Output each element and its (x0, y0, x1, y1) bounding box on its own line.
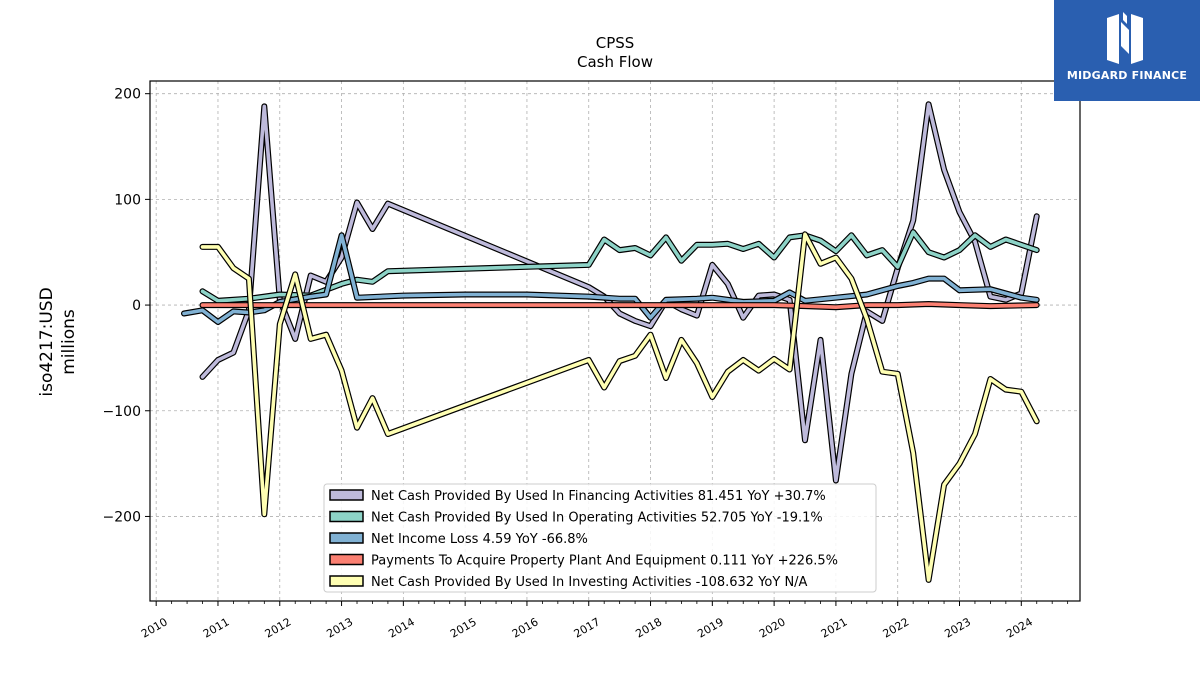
legend-swatch (329, 532, 364, 544)
legend-box (323, 483, 877, 593)
legend-swatch (329, 553, 364, 566)
legend-label: Net Income Loss 4.59 YoY -66.8% (371, 532, 588, 547)
legend-label: Net Cash Provided By Used In Operating A… (371, 511, 823, 526)
y-tick-label: −200 (103, 509, 141, 525)
x-tick-label: 2018 (633, 615, 664, 640)
chart-title: CPSS (596, 34, 635, 52)
legend-swatch (329, 510, 364, 523)
x-tick-label: 2017 (572, 615, 603, 640)
y-tick-label: 0 (132, 298, 141, 314)
x-tick-label: 2015 (448, 615, 479, 640)
brand-mark-icon (1107, 12, 1143, 64)
x-tick-label: 2019 (695, 615, 726, 640)
series-line (199, 301, 1040, 311)
series-lines (181, 101, 1040, 583)
y-tick-label: −100 (103, 404, 141, 420)
x-tick-label: 2010 (139, 615, 170, 640)
legend-swatch (329, 489, 364, 501)
y-axis-label: iso4217:USD (37, 287, 57, 396)
series-line-stroke (200, 102, 1039, 483)
series-line-stroke (200, 232, 1039, 582)
y-axis-label-units: millions (59, 309, 79, 375)
x-tick-label: 2011 (201, 615, 232, 640)
chart-subtitle: Cash Flow (577, 53, 653, 71)
legend: Net Cash Provided By Used In Financing A… (323, 483, 877, 593)
series-line-stroke (200, 230, 1039, 303)
x-tick-label: 2012 (263, 615, 294, 640)
y-tick-label: 100 (114, 192, 141, 208)
legend-label: Net Cash Provided By Used In Financing A… (371, 489, 826, 504)
x-tick-label: 2023 (942, 615, 973, 640)
x-tick-label: 2022 (881, 615, 912, 640)
x-tick-label: 2016 (510, 615, 541, 640)
series-line (199, 229, 1040, 304)
x-tick-label: 2021 (819, 615, 850, 640)
series-line (199, 231, 1040, 583)
x-tick-label: 2020 (757, 615, 788, 640)
x-tick-label: 2014 (386, 615, 417, 640)
x-tick-label: 2024 (1004, 615, 1035, 640)
legend-label: Payments To Acquire Property Plant And E… (371, 554, 838, 569)
brand-name: MIDGARD FINANCE (1066, 69, 1188, 82)
legend-label: Net Cash Provided By Used In Investing A… (371, 575, 808, 590)
brand-logo: MIDGARD FINANCE (1054, 0, 1200, 101)
x-tick-label: 2013 (324, 615, 355, 640)
legend-swatch (329, 575, 364, 587)
series-line-stroke (200, 302, 1039, 309)
y-tick-label: 200 (114, 87, 141, 103)
plot-frame (149, 80, 1081, 602)
series-line (199, 101, 1040, 484)
